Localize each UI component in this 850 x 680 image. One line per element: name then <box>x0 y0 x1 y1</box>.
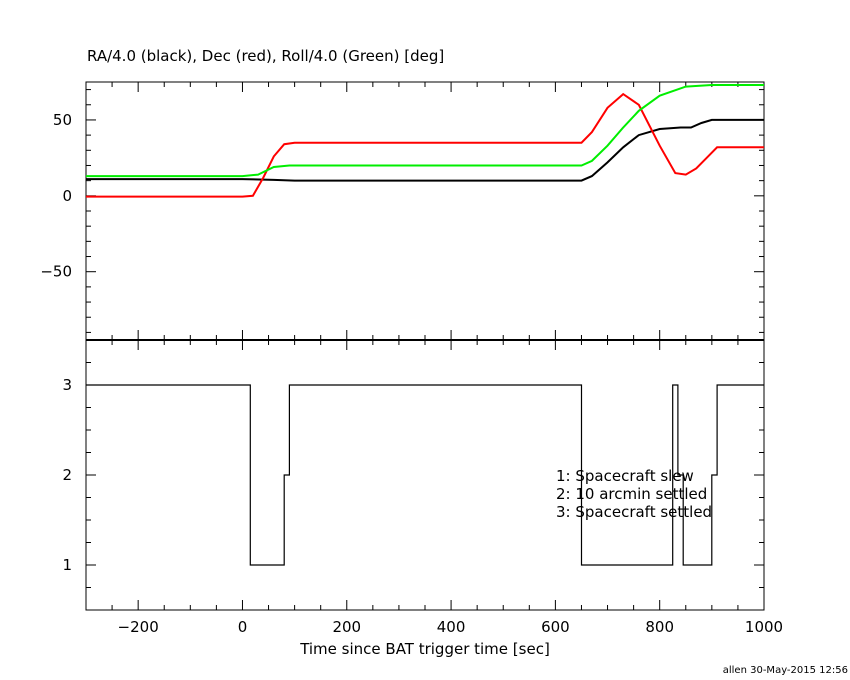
top-series-1 <box>86 92 764 198</box>
x-tick-label: 0 <box>238 618 248 636</box>
top-y-tick-label: 0 <box>62 187 72 205</box>
x-tick-label: 200 <box>332 618 361 636</box>
bottom-y-tick-label: 1 <box>62 556 72 574</box>
x-tick-label: −200 <box>118 618 159 636</box>
top-series-2 <box>86 84 764 178</box>
annotation-settled: 3: Spacecraft settled <box>556 503 712 521</box>
bottom-y-tick-label: 3 <box>62 376 72 394</box>
top-y-tick-label: −50 <box>40 263 72 281</box>
bottom-panel-ticks: 1 2 3 −200 0 200 400 600 800 1000 <box>62 339 783 636</box>
annotation-arcmin-settled: 2: 10 arcmin settled <box>556 485 707 503</box>
x-tick-label: 800 <box>645 618 674 636</box>
top-panel-ticks: −50 0 50 <box>40 82 765 340</box>
x-tick-label: 600 <box>541 618 570 636</box>
top-y-tick-label: 50 <box>53 111 72 129</box>
top-panel-title: RA/4.0 (black), Dec (red), Roll/4.0 (Gre… <box>87 47 444 65</box>
top-panel-frame <box>85 81 765 341</box>
bottom-y-tick-label: 2 <box>62 466 72 484</box>
top-series-0 <box>86 118 764 182</box>
x-tick-label: 400 <box>437 618 466 636</box>
annotation-slew: 1: Spacecraft slew <box>556 467 694 485</box>
x-tick-label: 1000 <box>745 618 783 636</box>
bottom-series-0 <box>86 384 764 566</box>
x-axis-label: Time since BAT trigger time [sec] <box>299 640 550 658</box>
top-panel-series <box>86 84 764 198</box>
footer-stamp: allen 30-May-2015 12:56 <box>723 665 848 676</box>
bottom-panel-series <box>86 384 764 566</box>
